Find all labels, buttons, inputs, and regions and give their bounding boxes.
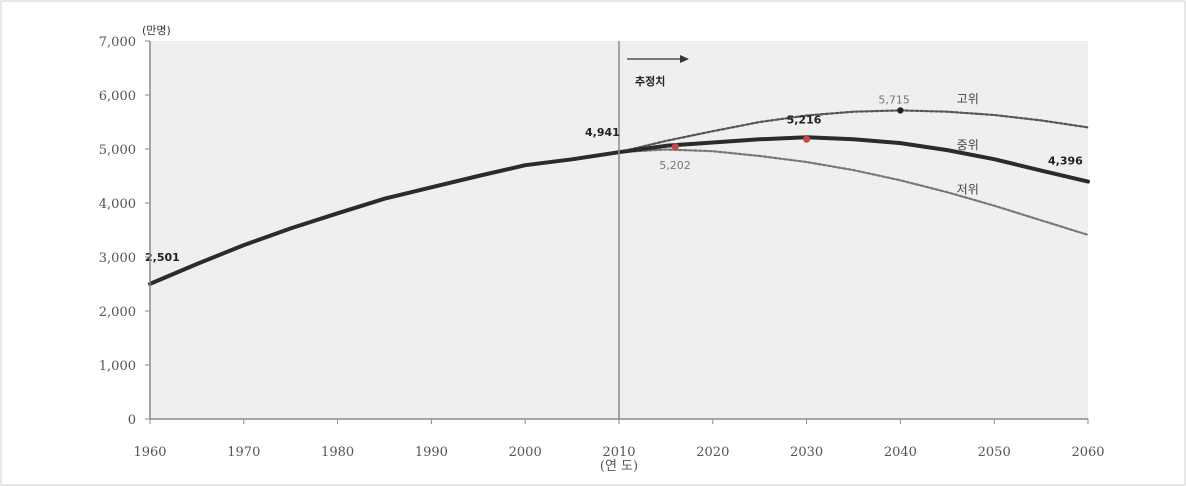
- x-tick-label: 1970: [227, 445, 260, 460]
- y-axis: 0 1,000 2,000 3,000 4,000 5,000 6,000 7,000: [99, 35, 150, 428]
- y-tick-label: 2,000: [99, 305, 136, 320]
- peak-marker-2030: [803, 135, 811, 143]
- data-markers: [671, 107, 904, 151]
- data-label: 2,501: [145, 251, 180, 264]
- peak-marker-2040: [897, 107, 904, 114]
- series-name-label: 저위: [957, 182, 979, 196]
- y-tick-label: 0: [128, 413, 136, 428]
- x-tick-label: 2050: [978, 445, 1011, 460]
- data-label: 4,941: [585, 126, 620, 139]
- y-tick-label: 5,000: [99, 143, 136, 158]
- x-tick-label: 1990: [415, 445, 448, 460]
- series-name-label: 고위: [957, 92, 979, 106]
- projection-arrowhead: [680, 55, 689, 63]
- projection-label: 추정치: [635, 74, 665, 88]
- y-tick-label: 4,000: [99, 197, 136, 212]
- series-line-저위: [617, 148, 1090, 236]
- data-label: 5,715: [878, 93, 910, 106]
- x-tick-label: 2030: [790, 445, 823, 460]
- x-tick-label: 2060: [1071, 445, 1104, 460]
- x-tick-label: 2040: [884, 445, 917, 460]
- y-tick-label: 6,000: [99, 89, 136, 104]
- y-tick-label: 7,000: [99, 35, 136, 50]
- y-tick-label: 3,000: [99, 251, 136, 266]
- x-tick-label: 2000: [509, 445, 542, 460]
- data-label: 4,396: [1048, 155, 1083, 168]
- data-label: 5,202: [659, 159, 691, 172]
- data-label: 5,216: [787, 113, 822, 126]
- y-unit-label: (만명): [142, 24, 171, 37]
- x-tick-label: 2020: [696, 445, 729, 460]
- peak-marker-2016: [671, 143, 679, 151]
- data-labels: 2,501 4,941 5,202 5,216 5,715 4,396: [145, 93, 1083, 264]
- series-name-label: 중위: [957, 138, 979, 152]
- x-tick-label: 1960: [133, 445, 166, 460]
- x-sublabel: (연 도): [600, 459, 638, 474]
- y-tick-label: 1,000: [99, 359, 136, 374]
- x-tick-label: 1980: [321, 445, 354, 460]
- series-line-고위: [617, 109, 1090, 154]
- x-tick-label: 2010: [602, 445, 635, 460]
- x-axis: 1960 1970 1980 1990 2000 2010 2020 2030 2040 2050…: [133, 419, 1105, 460]
